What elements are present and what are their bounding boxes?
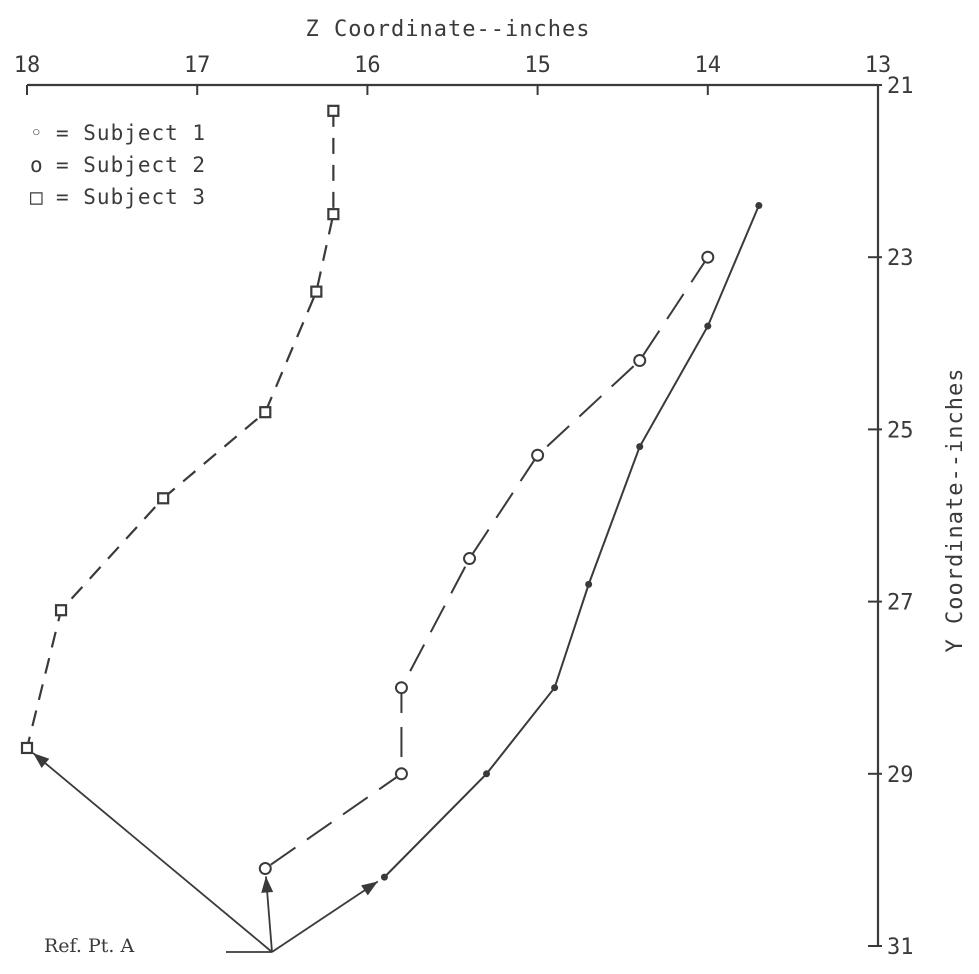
data-point-subject-3: [157, 492, 170, 505]
annotation-arrowhead: [33, 753, 50, 768]
legend-symbol: ◦: [30, 121, 44, 145]
series-subject-2: [258, 250, 715, 876]
data-point-subject-2: [701, 250, 715, 264]
data-point-subject-1: [636, 443, 644, 451]
data-point-subject-2: [633, 354, 647, 368]
annotation-ref-pt-a: Ref. Pt. A: [32, 752, 379, 957]
data-point-subject-3: [54, 604, 68, 617]
series-line-subject-1: [383, 205, 760, 878]
x-tick-label: 13: [865, 53, 892, 78]
x-tick-label: 16: [354, 53, 381, 78]
series-subject-3: [20, 104, 340, 755]
data-point-subject-3: [310, 285, 323, 298]
y-tick-label: 25: [887, 418, 914, 443]
annotation-arrowhead: [361, 881, 378, 896]
data-point-subject-2: [258, 862, 272, 876]
legend-label: = Subject 3: [56, 185, 206, 209]
y-tick-label: 21: [887, 74, 914, 99]
annotation-arrowhead: [261, 876, 274, 893]
y-tick-label: 27: [887, 591, 914, 616]
data-point-subject-2: [394, 767, 408, 781]
data-point-subject-3: [20, 741, 34, 755]
data-point-subject-2: [463, 552, 477, 566]
series-layer: [20, 104, 763, 881]
x-axis-title: Z Coordinate--inches: [306, 17, 591, 42]
legend-label: = Subject 1: [56, 121, 206, 145]
data-point-subject-1: [704, 322, 712, 330]
y-axis-ticks: 21 23 25 27 29 31: [868, 74, 914, 960]
axes: [27, 83, 880, 946]
data-point-subject-1: [483, 770, 491, 778]
y-axis-title: Y Coordinate--inches: [943, 368, 968, 653]
legend: ◦ = Subject 1 o = Subject 2 □ = Subject 3: [30, 121, 206, 209]
data-point-subject-1: [551, 684, 559, 692]
annotation-arrow-shaft: [271, 880, 379, 953]
legend-symbol: □: [30, 185, 44, 209]
x-tick-label: 15: [524, 53, 551, 78]
y-tick-label: 31: [887, 935, 914, 960]
annotation-label: Ref. Pt. A: [44, 935, 134, 957]
y-tick-label: 23: [887, 246, 914, 271]
x-tick-label: 18: [14, 53, 41, 78]
data-point-subject-3: [259, 406, 272, 419]
data-point-subject-1: [585, 580, 593, 588]
data-point-subject-2: [394, 681, 408, 695]
x-axis-ticks: 18 17 16 15 14 13: [14, 53, 892, 95]
series-subject-1: [380, 202, 763, 881]
y-tick-label: 29: [887, 763, 914, 788]
x-tick-label: 17: [184, 53, 211, 78]
data-point-subject-2: [531, 448, 545, 462]
data-point-subject-3: [327, 208, 340, 221]
data-point-subject-1: [380, 873, 388, 881]
legend-label: = Subject 2: [56, 153, 206, 177]
legend-symbol: o: [30, 153, 44, 177]
x-tick-label: 14: [695, 53, 722, 78]
annotation-arrow-shaft: [32, 752, 273, 953]
data-point-subject-1: [755, 202, 763, 210]
data-point-subject-3: [327, 104, 340, 117]
